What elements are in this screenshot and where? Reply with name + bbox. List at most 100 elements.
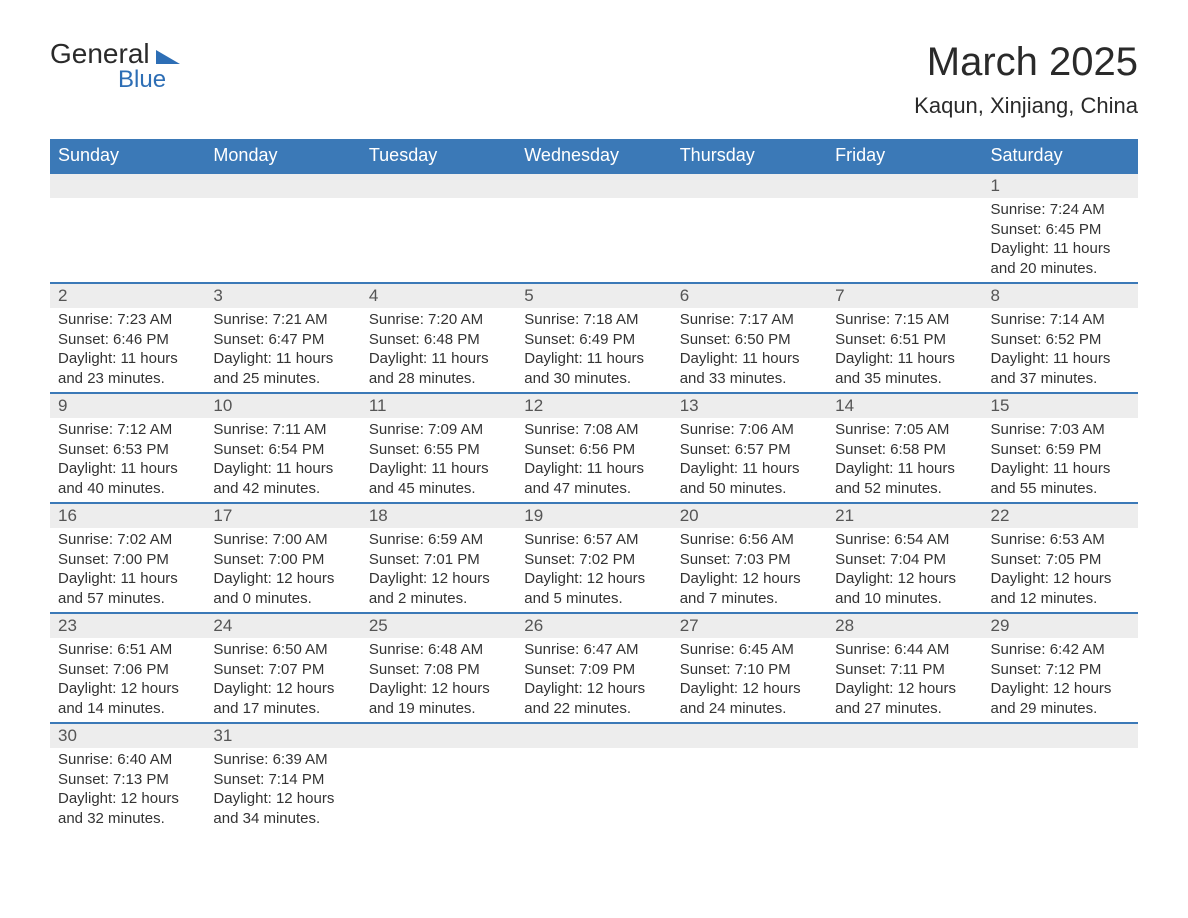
daylight-line1: Daylight: 12 hours [213,789,352,809]
daylight-line1: Daylight: 12 hours [524,679,663,699]
week-4-num-row: 23242526272829 [50,613,1138,638]
daylight-line1: Daylight: 12 hours [58,789,197,809]
week-2-num-row: 9101112131415 [50,393,1138,418]
week-4-data-row: Sunrise: 6:51 AMSunset: 7:06 PMDaylight:… [50,638,1138,723]
day-header-thursday: Thursday [672,139,827,173]
daylight-line2: and 30 minutes. [524,369,663,389]
daylight-line1: Daylight: 11 hours [524,349,663,369]
sunset-line: Sunset: 7:10 PM [680,660,819,680]
day-number [516,723,671,748]
day-number: 25 [361,613,516,638]
daylight-line2: and 55 minutes. [991,479,1130,499]
sunset-line: Sunset: 6:51 PM [835,330,974,350]
day-cell: Sunrise: 7:00 AMSunset: 7:00 PMDaylight:… [205,528,360,613]
daylight-line2: and 33 minutes. [680,369,819,389]
day-number: 24 [205,613,360,638]
daylight-line2: and 7 minutes. [680,589,819,609]
sunrise-line: Sunrise: 6:59 AM [369,530,508,550]
day-cell: Sunrise: 7:12 AMSunset: 6:53 PMDaylight:… [50,418,205,503]
daylight-line2: and 28 minutes. [369,369,508,389]
sunrise-line: Sunrise: 6:51 AM [58,640,197,660]
daylight-line1: Daylight: 11 hours [835,459,974,479]
sunset-line: Sunset: 6:54 PM [213,440,352,460]
daylight-line1: Daylight: 12 hours [58,679,197,699]
sunrise-line: Sunrise: 7:12 AM [58,420,197,440]
day-cell [827,198,982,283]
day-number: 9 [50,393,205,418]
day-cell: Sunrise: 7:14 AMSunset: 6:52 PMDaylight:… [983,308,1138,393]
sunset-line: Sunset: 7:00 PM [58,550,197,570]
day-header-friday: Friday [827,139,982,173]
daylight-line2: and 35 minutes. [835,369,974,389]
header: General Blue March 2025 Kaqun, Xinjiang,… [50,40,1138,119]
daylight-line2: and 50 minutes. [680,479,819,499]
day-number: 3 [205,283,360,308]
week-2-data-row: Sunrise: 7:12 AMSunset: 6:53 PMDaylight:… [50,418,1138,503]
sunset-line: Sunset: 6:47 PM [213,330,352,350]
week-3-num-row: 16171819202122 [50,503,1138,528]
week-5-num-row: 3031 [50,723,1138,748]
sunrise-line: Sunrise: 6:57 AM [524,530,663,550]
sunrise-line: Sunrise: 7:20 AM [369,310,508,330]
daylight-line1: Daylight: 11 hours [835,349,974,369]
sunrise-line: Sunrise: 7:14 AM [991,310,1130,330]
day-number: 7 [827,283,982,308]
day-cell: Sunrise: 7:06 AMSunset: 6:57 PMDaylight:… [672,418,827,503]
day-number: 18 [361,503,516,528]
sunset-line: Sunset: 6:58 PM [835,440,974,460]
sunset-line: Sunset: 6:52 PM [991,330,1130,350]
sunset-line: Sunset: 6:45 PM [991,220,1130,240]
day-cell [672,748,827,832]
daylight-line2: and 12 minutes. [991,589,1130,609]
day-cell: Sunrise: 7:20 AMSunset: 6:48 PMDaylight:… [361,308,516,393]
sunrise-line: Sunrise: 6:54 AM [835,530,974,550]
logo-text-general: General [50,40,150,68]
daylight-line1: Daylight: 11 hours [524,459,663,479]
sunset-line: Sunset: 7:11 PM [835,660,974,680]
day-number: 15 [983,393,1138,418]
daylight-line2: and 20 minutes. [991,259,1130,279]
sunset-line: Sunset: 7:04 PM [835,550,974,570]
day-number: 20 [672,503,827,528]
day-cell [827,748,982,832]
sunrise-line: Sunrise: 6:42 AM [991,640,1130,660]
daylight-line2: and 27 minutes. [835,699,974,719]
daylight-line1: Daylight: 12 hours [369,679,508,699]
sunrise-line: Sunrise: 6:45 AM [680,640,819,660]
sunrise-line: Sunrise: 7:23 AM [58,310,197,330]
day-number: 11 [361,393,516,418]
sunrise-line: Sunrise: 6:47 AM [524,640,663,660]
daylight-line2: and 57 minutes. [58,589,197,609]
daylight-line1: Daylight: 12 hours [213,679,352,699]
daylight-line2: and 37 minutes. [991,369,1130,389]
day-number: 30 [50,723,205,748]
daylight-line2: and 2 minutes. [369,589,508,609]
week-1-data-row: Sunrise: 7:23 AMSunset: 6:46 PMDaylight:… [50,308,1138,393]
month-title: March 2025 [914,40,1138,85]
day-number [516,173,671,198]
sunset-line: Sunset: 7:13 PM [58,770,197,790]
day-number [672,723,827,748]
week-0-data-row: Sunrise: 7:24 AMSunset: 6:45 PMDaylight:… [50,198,1138,283]
sunset-line: Sunset: 7:07 PM [213,660,352,680]
day-number: 5 [516,283,671,308]
sunrise-line: Sunrise: 7:17 AM [680,310,819,330]
daylight-line1: Daylight: 11 hours [58,459,197,479]
day-number: 22 [983,503,1138,528]
day-cell: Sunrise: 7:03 AMSunset: 6:59 PMDaylight:… [983,418,1138,503]
daylight-line1: Daylight: 11 hours [991,459,1130,479]
day-cell: Sunrise: 7:05 AMSunset: 6:58 PMDaylight:… [827,418,982,503]
day-number: 31 [205,723,360,748]
day-number: 27 [672,613,827,638]
day-number: 14 [827,393,982,418]
day-number: 4 [361,283,516,308]
sunset-line: Sunset: 6:48 PM [369,330,508,350]
day-header-row: SundayMondayTuesdayWednesdayThursdayFrid… [50,139,1138,173]
day-cell: Sunrise: 6:40 AMSunset: 7:13 PMDaylight:… [50,748,205,832]
sunset-line: Sunset: 6:55 PM [369,440,508,460]
sunrise-line: Sunrise: 7:05 AM [835,420,974,440]
day-number [672,173,827,198]
daylight-line1: Daylight: 12 hours [524,569,663,589]
day-cell [361,198,516,283]
daylight-line2: and 0 minutes. [213,589,352,609]
